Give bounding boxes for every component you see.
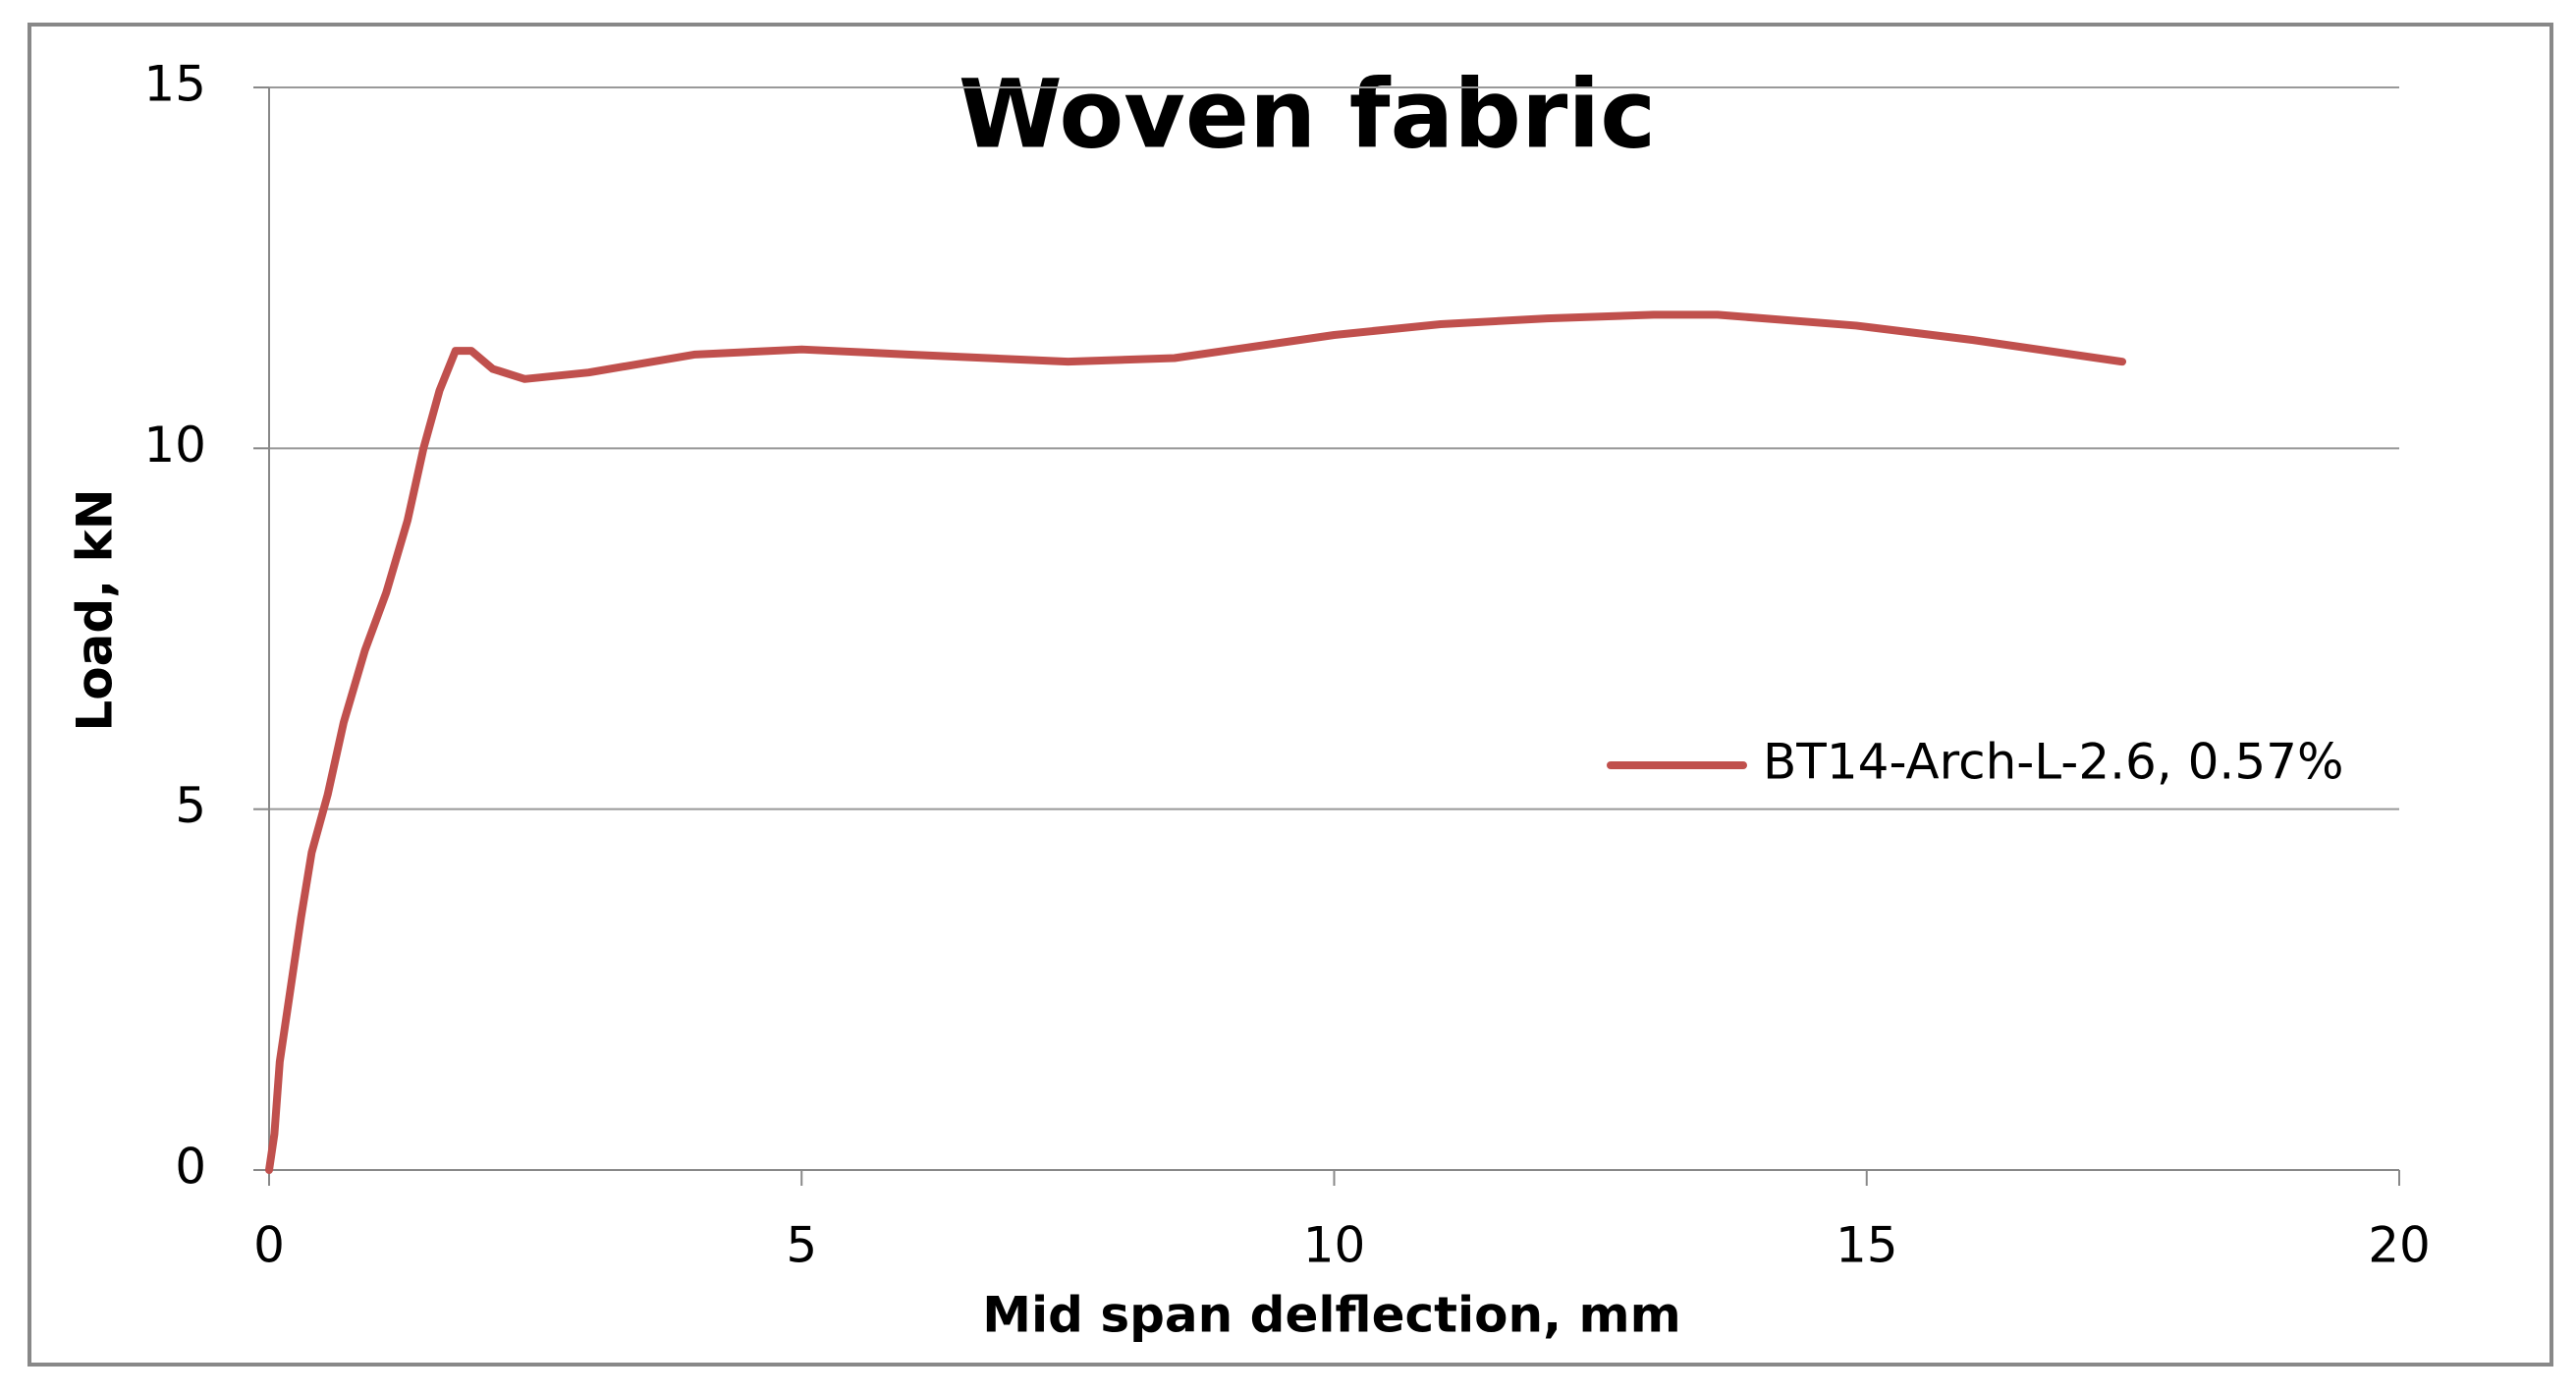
data-line <box>265 310 2127 1174</box>
x-tick-label: 0 <box>253 1217 285 1274</box>
chart-border <box>27 23 2553 1367</box>
x-tick-label: 15 <box>1836 1217 1898 1274</box>
x-tick-label: 10 <box>1303 1217 1366 1274</box>
x-axis-title: Mid span delflection, mm <box>982 1287 1680 1344</box>
chart-title: Woven fabric <box>959 59 1656 169</box>
x-tick-label: 5 <box>786 1217 817 1274</box>
legend-label: BT14-Arch-L-2.6, 0.57% <box>1763 734 2343 791</box>
y-tick-label: 0 <box>175 1139 206 1196</box>
y-axis-title: Load, kN <box>67 488 124 731</box>
y-tick-label: 10 <box>143 417 206 474</box>
y-tick-label: 15 <box>143 56 206 113</box>
y-tick-label: 5 <box>175 777 206 834</box>
x-tick-label: 20 <box>2368 1217 2431 1274</box>
